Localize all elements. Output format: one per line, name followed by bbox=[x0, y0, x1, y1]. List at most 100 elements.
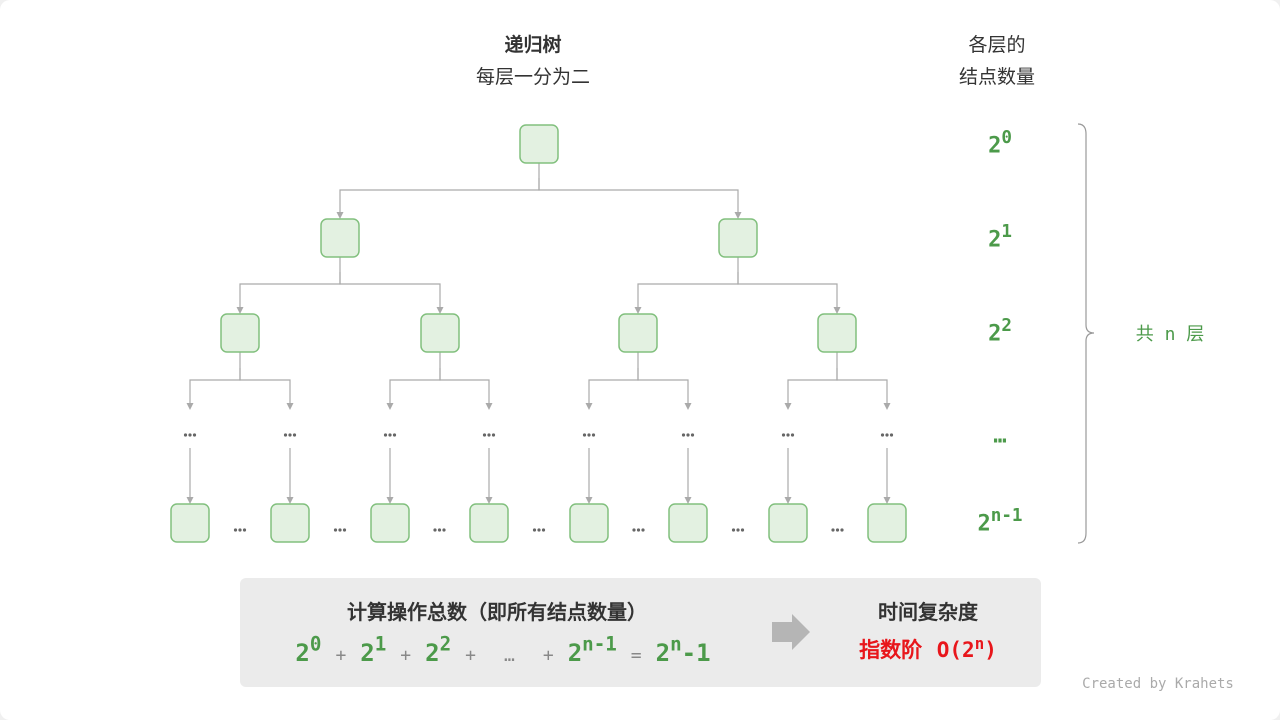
edge bbox=[737, 272, 838, 308]
arrowhead bbox=[734, 212, 742, 219]
formula-operator: + bbox=[400, 644, 412, 666]
formula-operator: + bbox=[335, 644, 347, 666]
formula-operator: + bbox=[465, 644, 477, 666]
ellipsis-dot bbox=[686, 433, 690, 437]
complexity-post: ) bbox=[984, 638, 997, 662]
ellipsis-dot bbox=[537, 528, 541, 532]
arrowhead bbox=[585, 403, 593, 410]
right-title-2: 结点数量 bbox=[958, 66, 1036, 88]
tree-node bbox=[718, 218, 758, 258]
arrowhead bbox=[186, 403, 194, 410]
ellipsis-dot bbox=[731, 528, 736, 532]
complexity-label: 指数阶 bbox=[859, 638, 923, 662]
ellipsis-dot bbox=[238, 528, 242, 532]
ellipsis-dot bbox=[781, 433, 786, 437]
credit: Created by Krahets bbox=[1082, 676, 1234, 692]
tree-node bbox=[170, 503, 210, 543]
level-count: … bbox=[993, 423, 1007, 449]
arrowhead bbox=[784, 497, 792, 504]
ellipsis-dot bbox=[437, 528, 442, 532]
ellipsis-dot bbox=[283, 433, 288, 437]
ellipsis-dot bbox=[188, 433, 192, 437]
arrowhead bbox=[236, 307, 244, 314]
arrowhead bbox=[336, 212, 344, 219]
ellipsis-dot bbox=[532, 528, 537, 532]
arrowhead bbox=[883, 497, 891, 504]
ellipsis-dot bbox=[491, 433, 496, 437]
formula-term: 2n-1 bbox=[655, 632, 711, 667]
complexity-pre: O(2 bbox=[936, 638, 975, 662]
arrowhead bbox=[485, 497, 493, 504]
arrowhead bbox=[684, 497, 692, 504]
ellipsis-dot bbox=[487, 433, 491, 437]
arrowhead bbox=[436, 307, 444, 314]
ellipsis-dot bbox=[681, 433, 686, 437]
ellipsis-dot bbox=[242, 528, 247, 532]
arrowhead bbox=[833, 307, 841, 314]
edge bbox=[339, 272, 441, 308]
ellipsis-dot bbox=[582, 433, 587, 437]
tree-node bbox=[370, 503, 410, 543]
tree-node bbox=[320, 218, 360, 258]
ellipsis-dot bbox=[736, 528, 740, 532]
ellipsis-dot bbox=[591, 433, 596, 437]
ellipsis-dot bbox=[333, 528, 338, 532]
arrowhead bbox=[485, 403, 493, 410]
right-title-1: 各层的 bbox=[968, 34, 1026, 56]
arrowhead bbox=[684, 403, 692, 410]
tree-node bbox=[817, 313, 857, 353]
ellipsis-dot bbox=[889, 433, 894, 437]
summary-title: 计算操作总数（即所有结点数量） bbox=[347, 600, 647, 624]
diagram-title: 递归树 bbox=[504, 34, 562, 56]
ellipsis-dot bbox=[338, 528, 342, 532]
ellipsis-dot bbox=[342, 528, 347, 532]
formula-operator: … bbox=[504, 644, 515, 666]
ellipsis-dot bbox=[641, 528, 645, 532]
arrowhead bbox=[634, 307, 642, 314]
ellipsis-dot bbox=[292, 433, 297, 437]
edge bbox=[239, 368, 291, 404]
edge bbox=[836, 368, 888, 404]
arrowhead bbox=[286, 403, 294, 410]
summary-panel bbox=[240, 578, 1041, 687]
ellipsis-dot bbox=[740, 528, 745, 532]
ellipsis-dot bbox=[690, 433, 695, 437]
formula-operator: + bbox=[542, 644, 554, 666]
ellipsis-dot bbox=[388, 433, 392, 437]
level-count: 22 bbox=[988, 316, 1012, 347]
complexity-value: 指数阶 O(2n) bbox=[859, 634, 997, 664]
formula-term: 22 bbox=[425, 632, 452, 667]
layers-brace bbox=[1077, 123, 1095, 544]
tree-node bbox=[519, 124, 559, 164]
complexity-title: 时间复杂度 bbox=[878, 600, 978, 624]
ellipsis-dot bbox=[835, 528, 840, 532]
arrowhead bbox=[286, 497, 294, 504]
arrowhead bbox=[585, 497, 593, 504]
edge bbox=[439, 368, 490, 404]
tree-node bbox=[420, 313, 460, 353]
formula-term: 21 bbox=[360, 632, 387, 667]
ellipsis-dot bbox=[636, 528, 641, 532]
ellipsis-dot bbox=[790, 433, 795, 437]
ellipsis-dot bbox=[587, 433, 591, 437]
arrowhead bbox=[883, 403, 891, 410]
ellipsis-dot bbox=[786, 433, 790, 437]
arrowhead bbox=[784, 403, 792, 410]
tree-node bbox=[220, 313, 260, 353]
tree-node bbox=[569, 503, 609, 543]
arrowhead bbox=[386, 497, 394, 504]
tree-node bbox=[867, 503, 907, 543]
arrowhead bbox=[186, 497, 194, 504]
complexity-exp: n bbox=[974, 634, 985, 653]
level-count: 20 bbox=[988, 128, 1012, 159]
ellipsis-dot bbox=[183, 433, 188, 437]
ellipsis-dot bbox=[442, 528, 446, 532]
ellipsis-dot bbox=[840, 528, 844, 532]
tree-node bbox=[668, 503, 708, 543]
tree-node bbox=[270, 503, 310, 543]
ellipsis-dot bbox=[192, 433, 197, 437]
ellipsis-dot bbox=[233, 528, 238, 532]
